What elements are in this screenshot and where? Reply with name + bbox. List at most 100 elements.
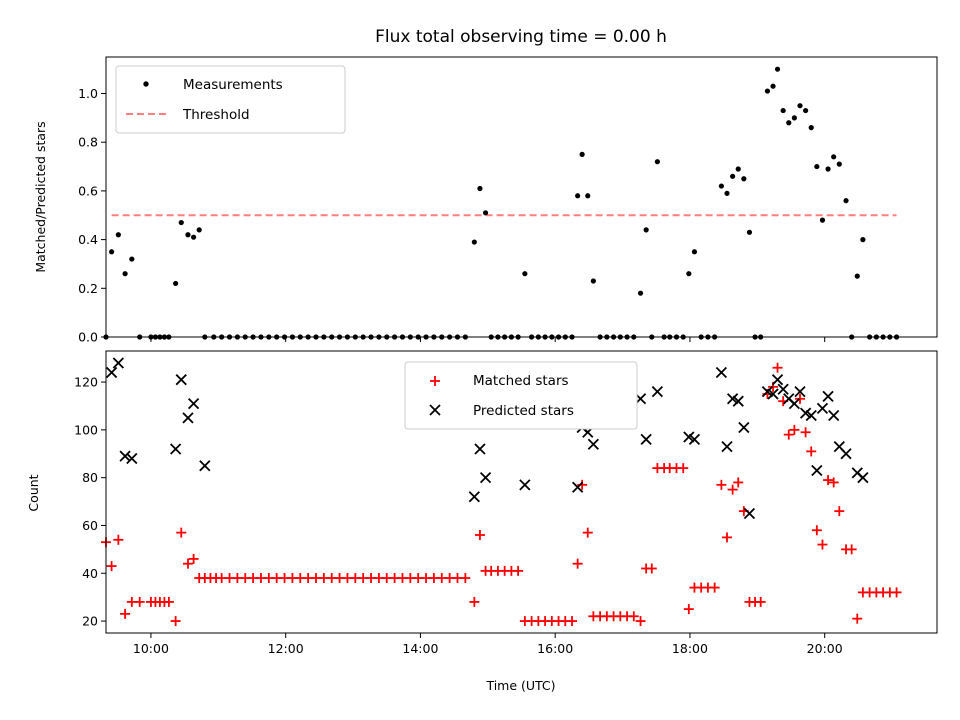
measurement-point	[786, 120, 792, 126]
predicted-star-marker	[767, 388, 779, 400]
measurement-point	[185, 232, 191, 238]
measurement-point	[590, 278, 596, 284]
chart-title: Flux total observing time = 0.00 h	[375, 27, 667, 47]
predicted-star-marker	[640, 433, 652, 446]
measurement-point	[770, 83, 776, 89]
matched-star-marker	[170, 616, 181, 627]
predicted-star-marker	[119, 450, 131, 462]
predicted-star-marker	[822, 390, 834, 403]
measurement-point	[797, 103, 803, 109]
measurement-point	[471, 239, 477, 245]
measurement-point	[196, 227, 202, 233]
matched-star-marker	[709, 582, 720, 593]
bottom-x-tick-label: 10:00	[133, 641, 169, 656]
predicted-star-marker	[857, 472, 869, 484]
measurement-point	[482, 210, 489, 216]
top-y-tick-label: 0.6	[78, 183, 98, 198]
matched-star-marker	[772, 362, 783, 373]
x-axis-label: Time (UTC)	[485, 678, 555, 693]
bottom-y-axis-label: Count	[26, 474, 41, 511]
predicted-star-marker	[519, 479, 531, 491]
matched-star-marker	[683, 604, 694, 615]
legend-predicted-label: Predicted stars	[473, 403, 574, 419]
matched-star-marker	[176, 527, 187, 538]
bottom-plot-panel: Count Time (UTC) 20 40 60 80 100 120 10:00 12:…	[26, 350, 938, 693]
matched-star-marker	[722, 532, 733, 543]
matched-star-marker	[783, 429, 794, 440]
matched-star-marker	[852, 613, 863, 624]
predicted-star-marker	[732, 395, 744, 407]
predicted-star-marker	[721, 440, 733, 453]
predicted-star-marker	[777, 383, 789, 395]
top-plot-frame	[105, 56, 938, 338]
matched-star-marker	[106, 561, 117, 572]
matched-star-marker	[163, 596, 174, 607]
predicted-star-marker	[651, 385, 664, 398]
predicted-star-marker	[715, 366, 728, 379]
bottom-y-tick-label: 80	[82, 470, 98, 485]
predicted-star-marker	[726, 393, 739, 405]
legend-matched-marker	[430, 376, 440, 386]
matched-star-marker	[834, 506, 845, 517]
matched-star-marker	[716, 479, 727, 490]
measurement-point	[691, 249, 698, 255]
bottom-legend-box	[404, 361, 638, 430]
bottom-y-tick-label: 120	[74, 375, 98, 390]
matched-star-marker	[567, 616, 578, 627]
predicted-star-marker	[112, 357, 124, 369]
predicted-star-marker	[199, 460, 211, 472]
measurement-point	[718, 183, 724, 189]
predicted-star-marker	[479, 472, 492, 484]
predicted-star-marker	[788, 397, 801, 410]
matched-star-marker	[800, 427, 811, 438]
legend-measurements-label: Measurements	[183, 77, 283, 93]
measurement-point	[825, 166, 831, 172]
matched-star-marker	[727, 484, 738, 495]
matched-star-marker	[806, 446, 817, 457]
measurement-point	[173, 280, 179, 287]
predicted-star-marker	[761, 385, 774, 398]
top-y-tick-label: 0.4	[78, 232, 98, 247]
predicted-star-marker	[175, 374, 187, 386]
measurement-point	[854, 273, 860, 279]
predicted-star-marker	[794, 385, 806, 398]
top-y-ticks: 0.0 0.2 0.4 0.6 0.8 1.0	[78, 86, 106, 345]
measurement-point	[836, 161, 842, 167]
bottom-y-tick-label: 60	[82, 518, 98, 533]
matched-star-marker	[120, 608, 131, 619]
measurement-point	[579, 151, 585, 157]
measurement-point	[808, 125, 814, 131]
measurement-point	[654, 159, 660, 165]
measurement-point	[803, 107, 809, 114]
bottom-x-tick-label: 16:00	[537, 641, 573, 656]
predicted-star-marker	[474, 443, 486, 455]
matched-star-marker	[846, 544, 857, 555]
matched-star-marker	[828, 477, 839, 488]
predicted-star-marker	[828, 409, 840, 422]
matched-star-marker	[823, 475, 834, 486]
bottom-x-ticks: 10:00 12:00 14:00 16:00 18:00 20:00	[133, 633, 843, 656]
matched-star-marker	[817, 539, 828, 550]
measurement-point	[129, 256, 135, 262]
top-y-tick-label: 0.2	[78, 281, 98, 296]
predicted-star-marker	[840, 448, 852, 460]
measurement-point	[735, 166, 741, 172]
measurement-point	[741, 176, 747, 182]
top-plot-panel: Flux total observing time = 0.00 h Match…	[33, 27, 938, 345]
matched-star-marker	[513, 565, 524, 576]
measurement-point	[477, 185, 483, 192]
predicted-star-marker	[816, 402, 829, 414]
matched-star-marker	[794, 393, 805, 404]
predicted-star-marker	[187, 397, 200, 410]
legend-measurements-marker	[143, 81, 149, 87]
predicted-star-marker	[105, 366, 118, 379]
matched-star-marker	[460, 573, 471, 584]
predicted-star-marker	[688, 433, 701, 446]
matched-star-marker	[891, 587, 902, 598]
measurement-point	[643, 227, 649, 233]
top-y-tick-label: 0.8	[78, 135, 98, 150]
measurement-point	[637, 290, 644, 296]
legend-threshold-label: Threshold	[182, 107, 250, 123]
bottom-x-tick-label: 14:00	[402, 641, 438, 656]
